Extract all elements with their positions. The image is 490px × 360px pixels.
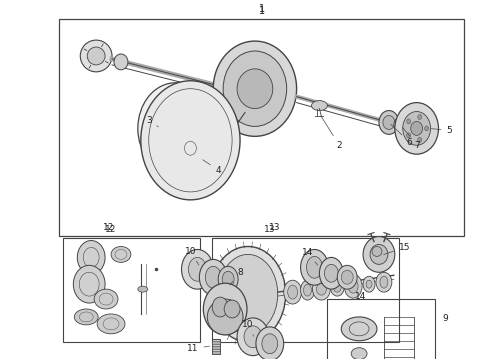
Ellipse shape (407, 119, 411, 124)
Ellipse shape (74, 309, 98, 325)
Ellipse shape (324, 264, 338, 282)
Ellipse shape (203, 283, 247, 335)
Text: 13: 13 (269, 223, 280, 232)
Ellipse shape (341, 270, 353, 284)
Ellipse shape (303, 284, 312, 296)
Bar (212, 238, 399, 342)
Ellipse shape (223, 51, 287, 126)
Ellipse shape (403, 112, 431, 145)
Text: 8: 8 (230, 268, 243, 285)
Ellipse shape (407, 133, 411, 138)
Ellipse shape (379, 111, 399, 134)
Ellipse shape (77, 240, 105, 274)
Ellipse shape (418, 137, 422, 142)
Ellipse shape (189, 257, 206, 281)
Text: 5: 5 (431, 126, 452, 135)
Ellipse shape (237, 318, 269, 356)
Bar (59, 19, 465, 235)
Ellipse shape (111, 247, 131, 262)
Ellipse shape (256, 327, 284, 360)
Ellipse shape (284, 280, 301, 304)
Ellipse shape (313, 278, 330, 300)
Ellipse shape (300, 249, 328, 285)
Ellipse shape (363, 237, 395, 272)
Ellipse shape (380, 276, 388, 288)
Text: 6: 6 (391, 124, 413, 147)
Text: 1: 1 (259, 6, 265, 16)
Ellipse shape (224, 300, 240, 318)
Text: 4: 4 (203, 160, 221, 175)
Ellipse shape (94, 289, 118, 309)
Ellipse shape (395, 103, 439, 154)
Text: 14: 14 (302, 248, 318, 265)
Ellipse shape (372, 247, 382, 256)
Text: 9: 9 (442, 314, 448, 323)
Ellipse shape (97, 314, 125, 334)
Text: 11: 11 (187, 344, 210, 353)
Ellipse shape (376, 272, 392, 292)
Ellipse shape (418, 114, 422, 120)
Ellipse shape (363, 276, 375, 292)
Ellipse shape (213, 41, 296, 136)
Ellipse shape (244, 326, 262, 348)
Text: 12: 12 (103, 223, 115, 232)
Ellipse shape (222, 271, 234, 287)
Ellipse shape (207, 299, 243, 335)
Ellipse shape (181, 249, 213, 289)
Ellipse shape (212, 297, 228, 317)
Ellipse shape (74, 265, 105, 303)
Text: 3: 3 (146, 116, 158, 127)
Ellipse shape (394, 118, 404, 130)
Ellipse shape (317, 283, 326, 295)
Bar (212, 346, 220, 349)
Bar (212, 351, 220, 354)
Ellipse shape (333, 282, 341, 292)
Text: 10: 10 (242, 320, 254, 336)
Ellipse shape (370, 244, 388, 264)
Ellipse shape (210, 247, 286, 342)
Ellipse shape (337, 265, 357, 289)
Bar (63, 238, 200, 342)
Ellipse shape (262, 334, 278, 354)
Text: 10: 10 (185, 247, 199, 265)
Ellipse shape (80, 40, 112, 72)
Ellipse shape (300, 280, 315, 300)
Ellipse shape (312, 100, 327, 111)
Bar (212, 341, 220, 344)
Bar (212, 339, 220, 354)
Ellipse shape (205, 266, 221, 288)
Ellipse shape (218, 255, 278, 334)
Ellipse shape (383, 116, 395, 129)
Text: 15: 15 (384, 243, 410, 255)
Ellipse shape (288, 285, 297, 299)
Text: 7: 7 (403, 127, 420, 150)
Text: 14: 14 (355, 292, 367, 301)
Ellipse shape (319, 257, 343, 289)
Ellipse shape (138, 286, 148, 292)
Ellipse shape (341, 317, 377, 341)
Ellipse shape (348, 279, 358, 293)
Ellipse shape (237, 69, 273, 109)
Ellipse shape (218, 266, 238, 292)
Text: 2: 2 (321, 116, 342, 150)
Ellipse shape (141, 81, 240, 200)
Ellipse shape (351, 348, 367, 360)
Bar (327, 299, 435, 360)
Ellipse shape (366, 280, 372, 288)
Ellipse shape (87, 47, 105, 65)
Ellipse shape (199, 260, 227, 295)
Ellipse shape (307, 256, 322, 278)
Ellipse shape (344, 274, 362, 298)
Ellipse shape (114, 54, 128, 70)
Ellipse shape (425, 126, 429, 131)
Text: 1: 1 (259, 4, 265, 14)
Text: 13: 13 (264, 225, 275, 234)
Text: 12: 12 (105, 225, 117, 234)
Ellipse shape (138, 83, 213, 174)
Ellipse shape (411, 121, 422, 135)
Ellipse shape (330, 278, 344, 296)
